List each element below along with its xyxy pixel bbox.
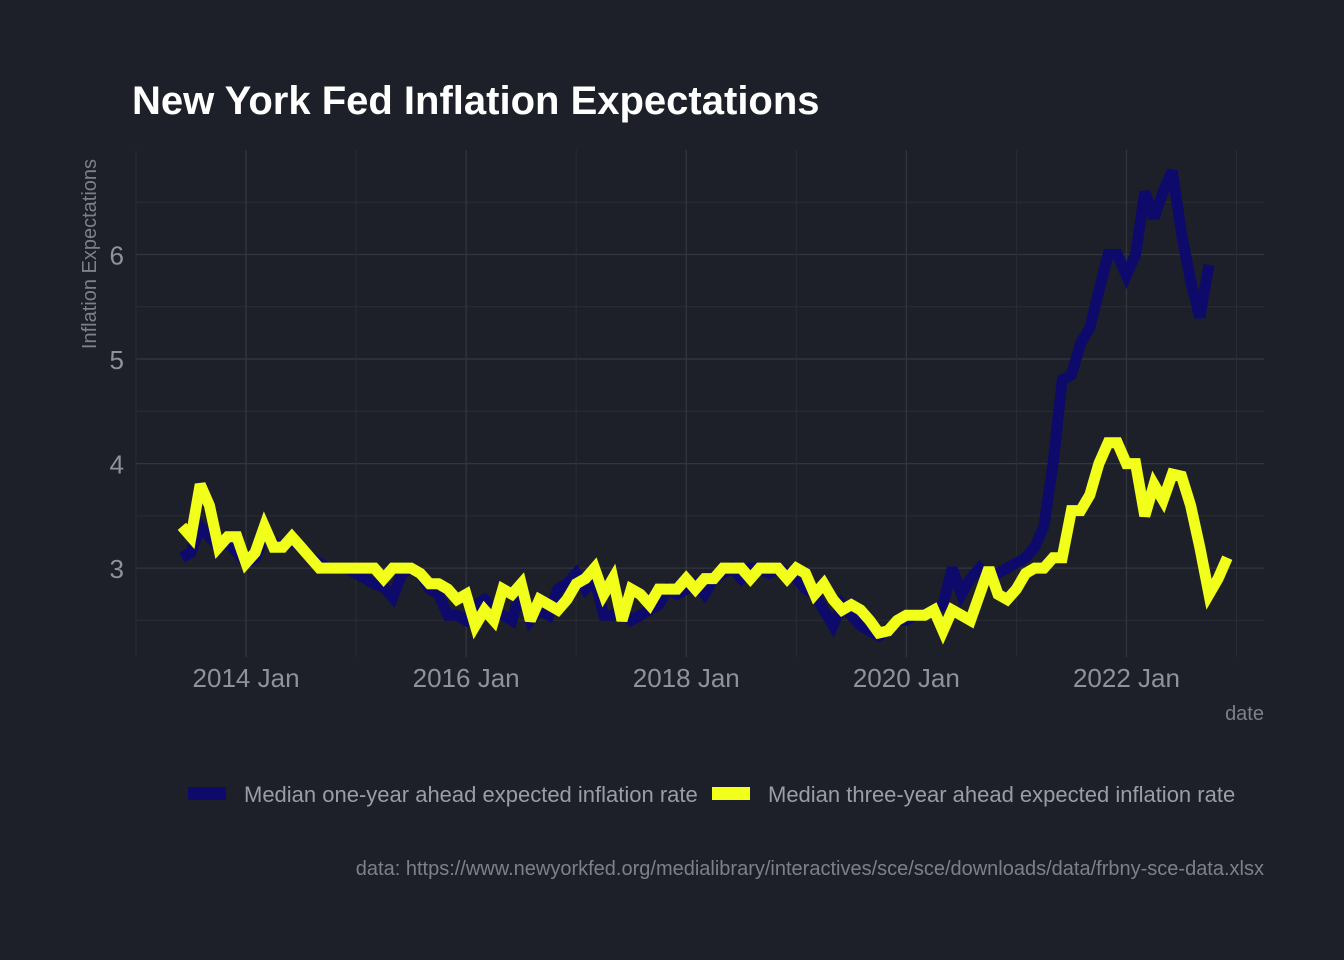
series-layer [177,168,1233,645]
x-tick-label: 2018 Jan [633,663,740,693]
data-source-caption: data: https://www.newyorkfed.org/mediali… [356,858,1264,880]
y-tick-label: 6 [110,241,124,271]
chart-title: New York Fed Inflation Expectations [132,79,820,123]
legend-label-one-year: Median one-year ahead expected inflation… [244,782,698,807]
y-axis-label: Inflation Expectations [79,159,101,349]
y-tick-label: 3 [110,554,124,584]
legend: Median one-year ahead expected inflation… [188,782,1235,807]
x-tick-label: 2014 Jan [193,663,300,693]
legend-swatch-three-year [712,787,750,800]
legend-swatch-one-year [188,787,226,800]
legend-label-three-year: Median three-year ahead expected inflati… [768,782,1235,807]
y-tick-label: 4 [110,450,124,480]
tick-layer: 3 4 5 6 2014 Jan 2016 Jan 2018 Jan 2020 Jan 2022… [110,241,1180,693]
x-tick-label: 2016 Jan [413,663,520,693]
x-axis-label: date [1225,703,1264,725]
series-line-three-year [177,437,1233,645]
x-tick-label: 2020 Jan [853,663,960,693]
x-tick-label: 2022 Jan [1073,663,1180,693]
y-tick-label: 5 [110,345,124,375]
